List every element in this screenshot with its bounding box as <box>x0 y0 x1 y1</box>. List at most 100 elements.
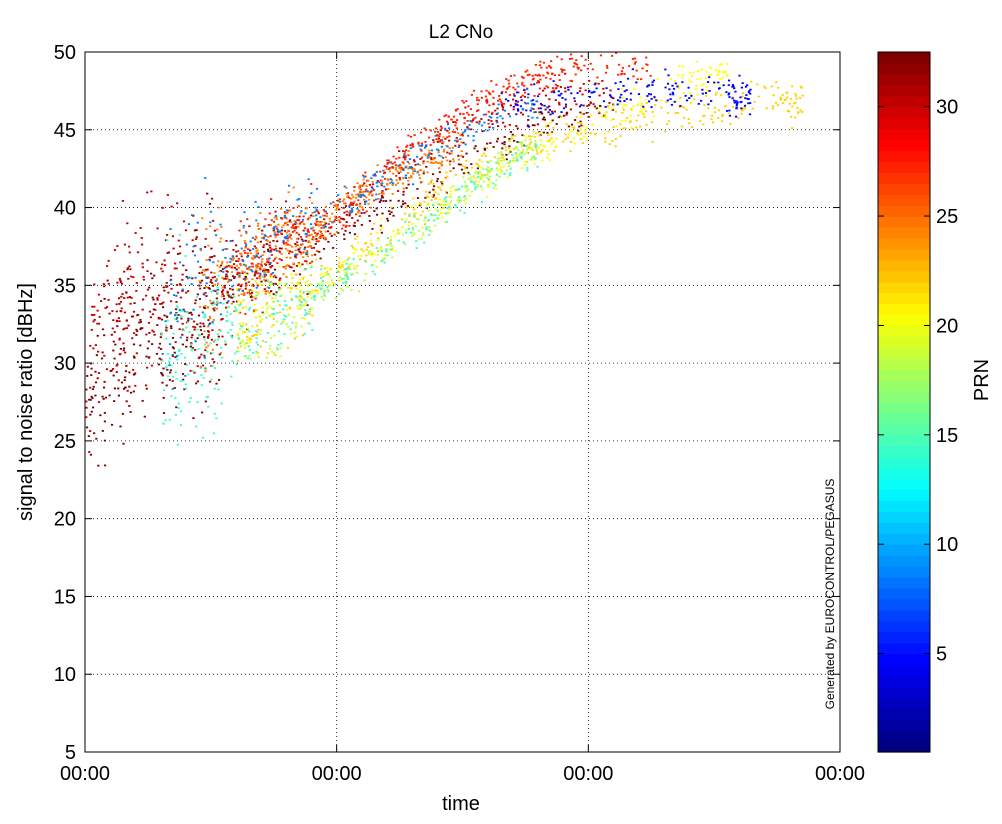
data-point <box>588 89 591 92</box>
data-point <box>569 150 572 153</box>
data-point <box>476 150 479 153</box>
data-point <box>509 131 512 133</box>
data-point <box>621 127 625 130</box>
data-point <box>357 290 361 293</box>
data-point <box>195 229 198 231</box>
data-point <box>492 90 495 93</box>
data-point <box>660 106 663 109</box>
data-point <box>178 245 182 248</box>
data-point <box>404 155 407 158</box>
data-point <box>365 254 368 257</box>
data-point <box>130 296 133 299</box>
data-point <box>120 282 124 285</box>
data-point <box>696 78 699 81</box>
data-point <box>423 153 426 156</box>
data-point <box>495 173 499 176</box>
data-point <box>519 156 522 159</box>
data-point <box>437 151 440 154</box>
data-point <box>390 236 393 239</box>
data-point <box>324 225 327 228</box>
data-point <box>601 116 604 119</box>
data-point <box>315 209 318 212</box>
data-point <box>158 317 162 320</box>
data-point <box>425 165 428 168</box>
data-point <box>710 118 713 120</box>
data-point <box>97 293 101 296</box>
data-point <box>717 69 720 72</box>
data-point <box>488 126 491 129</box>
data-point <box>474 116 477 119</box>
data-point <box>454 124 457 127</box>
data-point <box>676 85 679 88</box>
data-point <box>362 184 365 186</box>
data-point <box>235 300 239 303</box>
data-point <box>238 350 241 353</box>
data-point <box>611 107 614 110</box>
data-point <box>744 85 748 88</box>
data-point <box>170 287 173 290</box>
data-point <box>557 90 560 93</box>
data-point <box>295 256 298 259</box>
data-point <box>262 290 265 293</box>
data-point <box>343 198 346 201</box>
data-point <box>612 126 615 129</box>
data-point <box>280 229 283 232</box>
data-point <box>361 193 364 196</box>
data-point <box>237 260 240 263</box>
data-point <box>280 247 283 250</box>
data-point <box>229 296 232 299</box>
data-point <box>229 287 232 290</box>
data-point <box>125 364 128 367</box>
data-point <box>341 277 344 280</box>
data-point <box>668 88 671 91</box>
data-point <box>411 167 414 169</box>
data-point <box>564 103 568 106</box>
data-point <box>385 165 388 168</box>
data-point <box>218 353 221 356</box>
data-point <box>479 171 482 174</box>
data-point <box>457 146 460 149</box>
data-point <box>213 255 216 257</box>
data-point <box>241 272 244 275</box>
data-point <box>216 288 220 291</box>
data-point <box>265 243 268 245</box>
data-point <box>322 237 326 240</box>
data-point <box>271 297 274 300</box>
data-point <box>238 229 241 232</box>
data-point <box>464 186 467 189</box>
data-point <box>371 194 374 197</box>
data-point <box>121 199 124 202</box>
data-point <box>287 264 291 267</box>
data-point <box>314 206 317 209</box>
data-point <box>546 72 550 75</box>
data-point <box>125 319 128 322</box>
data-point <box>162 367 165 370</box>
data-point <box>398 178 402 181</box>
colorbar-segment <box>878 445 930 458</box>
data-point <box>316 220 319 223</box>
data-point <box>148 331 151 334</box>
data-point <box>215 297 218 300</box>
data-point <box>464 106 467 109</box>
data-point <box>523 101 526 104</box>
data-point <box>539 60 542 63</box>
data-point <box>304 232 307 235</box>
data-point <box>237 284 240 287</box>
data-point <box>273 231 276 234</box>
data-point <box>522 144 525 147</box>
data-point <box>236 303 240 306</box>
data-point <box>741 95 744 98</box>
data-point <box>116 325 119 328</box>
data-point <box>366 246 370 248</box>
data-point <box>625 103 628 106</box>
data-point <box>665 100 668 103</box>
data-point <box>363 175 366 178</box>
data-point <box>589 101 592 104</box>
data-point <box>131 337 134 340</box>
data-point <box>390 179 394 182</box>
data-point <box>503 125 507 128</box>
data-point <box>261 229 264 232</box>
data-point <box>330 279 333 282</box>
data-point <box>410 206 414 208</box>
data-point <box>235 363 238 366</box>
